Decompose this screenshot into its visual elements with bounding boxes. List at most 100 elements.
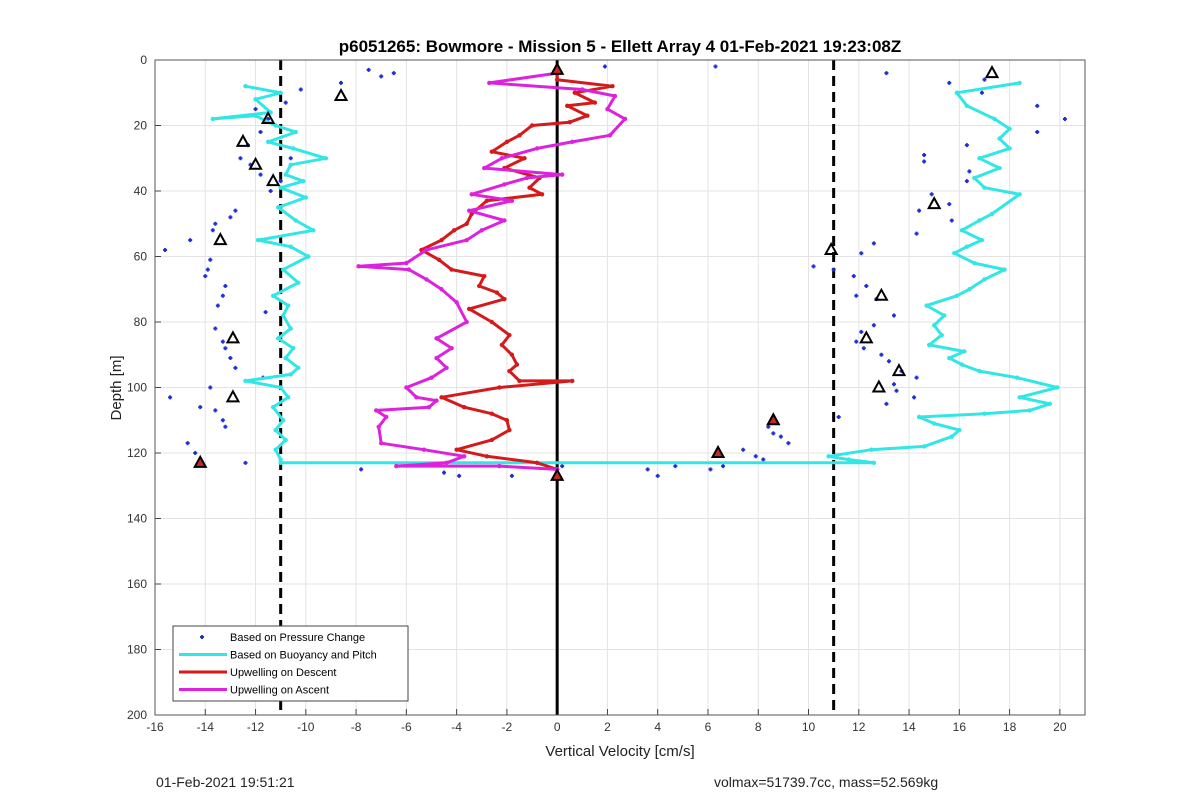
series-point-upwelling-on-descent [466, 306, 472, 312]
series-point-upwelling-on-descent [489, 411, 495, 416]
series-point-based-on-pressure-change [854, 339, 859, 344]
series-point-based-on-pressure-change [238, 156, 243, 161]
series-point-based-on-buoyancy-and-pitch [255, 237, 261, 243]
series-point-based-on-pressure-change [258, 172, 263, 177]
series-point-based-on-pressure-change [673, 464, 678, 469]
series-point-based-on-buoyancy-and-pitch [323, 156, 329, 161]
x-tick-label: 0 [554, 720, 561, 734]
series-point-upwelling-on-ascent [424, 277, 429, 282]
series-point-based-on-buoyancy-and-pitch [275, 205, 281, 210]
series-point-based-on-pressure-change [884, 71, 889, 76]
series-point-based-on-buoyancy-and-pitch [1007, 146, 1012, 151]
series-point-upwelling-on-descent [507, 427, 512, 433]
series-point-based-on-buoyancy-and-pitch [972, 175, 977, 181]
series-point-upwelling-on-descent [461, 404, 467, 410]
series-point-upwelling-on-descent [451, 228, 457, 233]
series-point-upwelling-on-descent [572, 90, 577, 95]
y-tick-label: 200 [127, 708, 147, 722]
series-point-upwelling-on-descent [567, 120, 572, 125]
series-point-upwelling-on-ascent [559, 172, 565, 177]
series-point-based-on-buoyancy-and-pitch [275, 336, 281, 341]
series-point-based-on-buoyancy-and-pitch [997, 136, 1002, 141]
series-point-based-on-pressure-change [964, 143, 969, 148]
series-point-based-on-buoyancy-and-pitch [939, 332, 944, 338]
series-point-based-on-pressure-change [233, 365, 238, 370]
series-point-upwelling-on-ascent [607, 133, 613, 138]
legend: Based on Pressure Change Based on Buoyanc… [172, 625, 409, 702]
triangle-marker [248, 156, 263, 170]
triangle-marker [265, 173, 281, 187]
series-point-based-on-buoyancy-and-pitch [1055, 385, 1060, 390]
series-point-based-on-pressure-change [379, 74, 384, 79]
series-point-upwelling-on-ascent [434, 336, 439, 341]
series-point-based-on-pressure-change [263, 310, 268, 315]
series-point-upwelling-on-descent [592, 100, 598, 105]
series-point-based-on-pressure-change [922, 152, 927, 157]
series-point-upwelling-on-ascent [384, 414, 389, 420]
series-point-upwelling-on-ascent [421, 447, 427, 452]
series-point-based-on-buoyancy-and-pitch [977, 218, 982, 223]
series-point-upwelling-on-ascent [434, 398, 439, 403]
series-point-based-on-buoyancy-and-pitch [291, 146, 296, 151]
series-point-upwelling-on-descent [514, 362, 520, 367]
triangle-marker [235, 133, 251, 147]
series-point-upwelling-on-descent [464, 221, 469, 226]
x-tick-label: 8 [755, 720, 762, 734]
series-point-based-on-pressure-change [811, 264, 816, 269]
series-point-based-on-pressure-change [228, 356, 233, 361]
series-point-upwelling-on-ascent [570, 139, 575, 145]
series-point-based-on-pressure-change [213, 326, 218, 331]
series-point-based-on-pressure-change [560, 464, 565, 469]
series-point-based-on-pressure-change [929, 192, 934, 197]
series-point-based-on-pressure-change [891, 313, 896, 318]
series-point-based-on-buoyancy-and-pitch [964, 103, 970, 109]
triangle-marker [891, 363, 907, 377]
series-point-upwelling-on-ascent [414, 395, 419, 400]
series-point-based-on-buoyancy-and-pitch [826, 454, 831, 459]
footer-timestamp: 01-Feb-2021 19:51:21 [156, 774, 295, 790]
series-point-based-on-pressure-change [215, 303, 220, 308]
series-point-upwelling-on-descent [529, 123, 535, 128]
series-point-based-on-buoyancy-and-pitch [982, 277, 987, 282]
series-point-based-on-pressure-change [859, 329, 864, 334]
series-point-upwelling-on-ascent [469, 192, 474, 197]
series-point-based-on-pressure-change [741, 447, 746, 452]
series-point-based-on-pressure-change [210, 228, 215, 233]
series-point-based-on-buoyancy-and-pitch [283, 437, 288, 443]
series-point-based-on-pressure-change [753, 454, 758, 459]
series-point-based-on-buoyancy-and-pitch [253, 113, 258, 118]
series-point-based-on-pressure-change [854, 293, 859, 298]
series-point-upwelling-on-ascent [379, 440, 384, 446]
legend-label-upwelling-on-descent: Upwelling on Descent [230, 667, 336, 679]
series-point-based-on-pressure-change [914, 375, 919, 380]
triangle-marker [823, 241, 839, 255]
series-point-based-on-pressure-change [947, 80, 952, 85]
series-point-based-on-pressure-change [713, 64, 718, 69]
series-point-upwelling-on-descent [482, 273, 487, 279]
series-point-based-on-pressure-change [861, 346, 866, 351]
x-tick-label: 6 [705, 720, 712, 734]
series-point-based-on-buoyancy-and-pitch [283, 355, 288, 361]
series-point-based-on-pressure-change [185, 441, 190, 446]
series-point-based-on-buoyancy-and-pitch [273, 447, 278, 452]
chart-title: p6051265: Bowmore - Mission 5 - Ellett A… [339, 37, 902, 56]
series-point-based-on-buoyancy-and-pitch [243, 378, 248, 384]
series-point-based-on-buoyancy-and-pitch [286, 303, 291, 308]
series-point-based-on-pressure-change [891, 382, 896, 387]
series-point-upwelling-on-descent [489, 319, 495, 325]
series-point-based-on-pressure-change [917, 208, 922, 213]
series-point-based-on-pressure-change [914, 231, 919, 236]
series-point-upwelling-on-descent [534, 460, 540, 466]
series-point-based-on-buoyancy-and-pitch [270, 293, 276, 298]
series-point-based-on-pressure-change [213, 221, 218, 226]
series-point-upwelling-on-ascent [466, 208, 472, 213]
series-point-upwelling-on-ascent [509, 198, 515, 204]
series-point-upwelling-on-ascent [461, 454, 467, 459]
series-point-based-on-buoyancy-and-pitch [989, 211, 995, 217]
series-point-based-on-buoyancy-and-pitch [296, 365, 301, 371]
series-point-based-on-buoyancy-and-pitch [954, 293, 960, 298]
series-point-upwelling-on-ascent [429, 375, 434, 380]
series-point-upwelling-on-ascent [439, 287, 444, 292]
footer-volmax-mass: volmax=51739.7cc, mass=52.569kg [714, 774, 939, 790]
series-point-based-on-pressure-change [831, 267, 836, 272]
